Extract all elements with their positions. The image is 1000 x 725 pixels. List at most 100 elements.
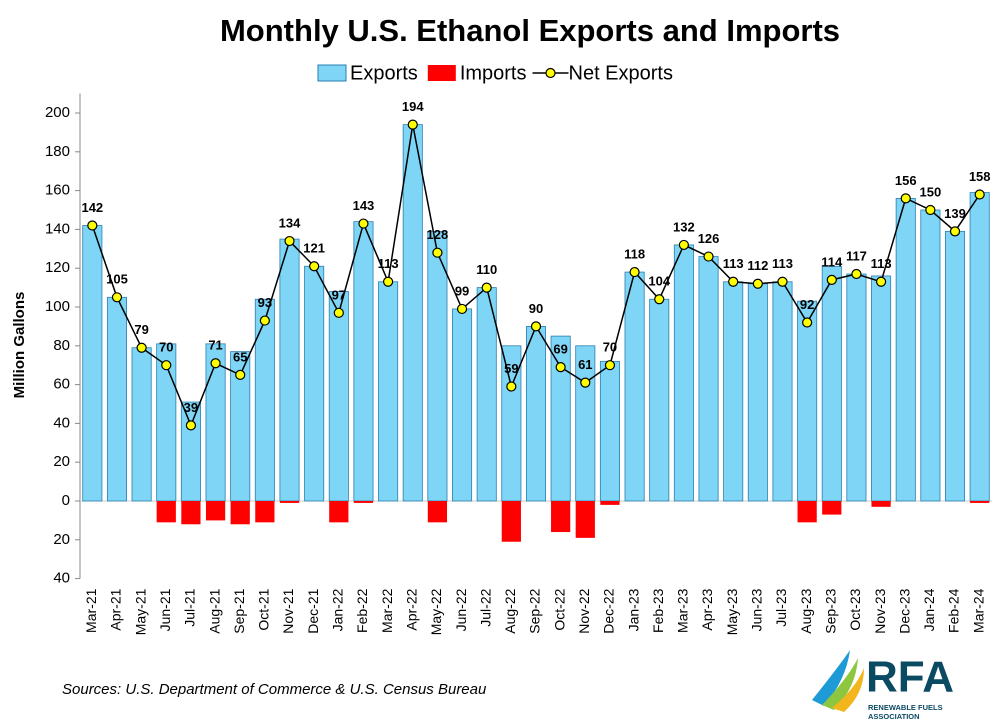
data-label: 70 [159,340,173,355]
data-label: 139 [944,206,966,221]
data-label: 158 [969,169,991,184]
data-label: 117 [846,248,867,263]
y-tick-label: 140 [45,220,70,237]
x-tick-label: Dec-23 [896,588,912,633]
marker [358,218,369,229]
bar [920,209,941,502]
legend-label: Imports [460,62,527,84]
bar [402,124,423,502]
data-label: 39 [184,400,198,415]
marker [259,315,270,326]
bar [329,501,349,523]
x-tick-label: Apr-23 [699,588,715,630]
x-tick-label: Jun-21 [157,588,173,631]
x-tick-label: Apr-21 [108,588,124,630]
x-tick-label: Oct-21 [256,588,272,630]
x-tick-label: Sep-23 [822,588,838,633]
bar [230,501,250,525]
x-tick-label: Feb-24 [946,588,962,633]
marker [309,261,320,272]
bar [304,265,325,502]
bar [747,283,768,502]
bar [821,265,842,502]
bar [254,298,275,502]
data-label: 142 [81,200,103,215]
x-tick-label: Jul-22 [477,588,493,626]
x-tick-label: Sep-22 [527,588,543,633]
x-tick-label: Nov-23 [872,588,888,633]
bar [279,238,300,502]
marker [481,282,492,293]
logo-text: RFA [866,653,954,702]
data-label: 110 [476,262,497,277]
y-tick-label: 40 [53,414,70,431]
legend-swatch [427,65,456,81]
x-tick-label: Aug-21 [206,588,222,633]
bar [871,275,892,502]
bar [649,298,670,502]
x-tick-label: May-21 [132,588,148,635]
bar [673,244,694,502]
marker [678,239,689,251]
marker [383,276,394,287]
bar [970,501,990,503]
marker [777,276,788,287]
data-label: 105 [106,272,128,287]
marker [851,268,862,280]
marker [802,317,813,328]
chart-title: Monthly U.S. Ethanol Exports and Imports [220,13,840,48]
x-tick-label: Oct-22 [551,588,567,630]
x-tick-label: Mar-22 [379,588,395,633]
marker [530,321,542,332]
y-tick-label: 60 [53,376,70,393]
bar [599,360,620,502]
y-tick-label: 100 [45,298,70,315]
data-label: 71 [208,338,222,353]
bar [353,221,374,502]
data-label: 113 [871,256,892,271]
marker [136,342,147,353]
marker [580,377,591,388]
marker [456,303,468,315]
logo-swoosh [822,658,858,710]
x-tick-label: Jan-22 [330,588,346,631]
data-label: 61 [578,357,592,372]
bar [822,501,842,515]
source-note: Sources: U.S. Department of Commerce & U… [62,681,487,698]
bar [427,501,448,523]
data-label: 90 [529,301,543,316]
bar [551,501,571,533]
y-tick-label: 20 [53,453,70,470]
x-tick-label: Jan-24 [921,588,937,631]
marker [752,278,763,289]
x-tick-label: Sep-21 [231,588,247,633]
data-label: 126 [698,231,720,246]
marker [629,266,640,278]
marker [555,362,566,373]
data-label: 113 [378,256,399,271]
bar [846,273,867,502]
data-label: 134 [279,215,301,230]
bar [427,230,448,502]
data-label: 104 [648,274,670,289]
x-tick-label: Mar-24 [970,588,986,633]
x-tick-label: Jul-21 [182,588,198,626]
bar [624,271,645,502]
bar [205,501,226,521]
x-tick-label: Apr-22 [403,588,419,630]
data-label: 92 [800,297,814,312]
data-label: 65 [233,349,247,364]
bar [945,230,966,502]
x-tick-label: Jul-23 [773,588,789,626]
bar [723,281,744,502]
marker [210,358,221,369]
marker [703,251,714,262]
x-tick-label: Feb-23 [650,588,666,633]
x-tick-label: Mar-21 [83,588,99,633]
x-tick-label: Jun-22 [453,588,469,631]
bar [797,300,818,502]
bar [378,281,399,502]
x-tick-label: Nov-22 [576,588,592,633]
marker [654,294,665,305]
logo-swoosh [812,650,850,706]
